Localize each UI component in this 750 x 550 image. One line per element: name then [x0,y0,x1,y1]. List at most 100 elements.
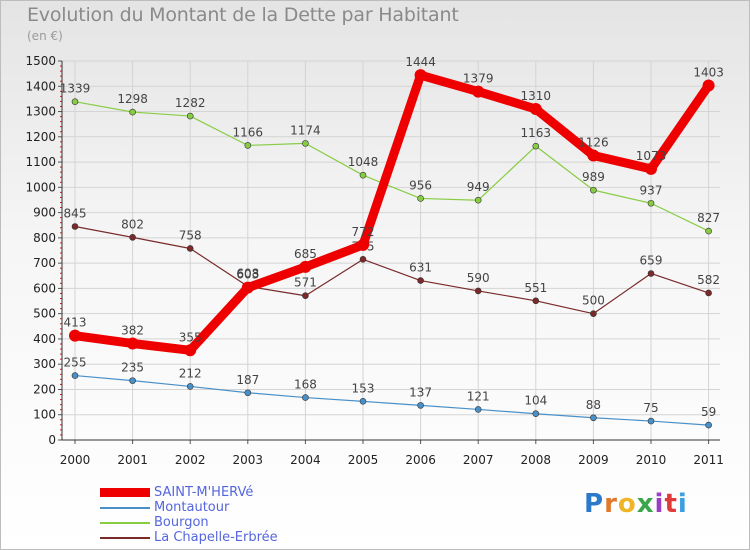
data-label: 121 [467,389,490,403]
data-label: 845 [64,206,87,220]
data-label: 104 [524,394,547,408]
data-label: 168 [294,378,317,392]
data-label: 608 [236,266,259,280]
legend-swatch [100,506,150,509]
y-minor-tick [60,399,62,401]
y-tick-label: 200 [33,382,56,396]
data-point [587,149,600,162]
data-point [241,281,254,294]
data-label: 187 [236,373,259,387]
series-line [74,374,710,426]
data-label: 1310 [521,89,552,103]
x-tick-label: 2005 [348,453,379,467]
y-minor-tick [60,75,62,77]
y-tick-label: 1000 [25,180,56,194]
data-point [359,398,367,405]
y-minor-tick [60,434,62,436]
y-minor-tick [60,429,62,431]
legend-item: La Chapelle-Erbrée [100,530,278,545]
data-point [532,142,540,150]
data-point [417,277,424,284]
data-point [302,140,309,147]
x-tick-label: 2011 [693,453,724,467]
data-label: 255 [64,356,87,370]
x-tick-label: 2002 [175,453,206,467]
data-label: 989 [582,170,605,184]
data-label: 1444 [405,55,436,69]
legend-item: SAINT-M'HERVé [100,485,278,500]
data-point [129,234,136,241]
data-point [186,112,194,120]
data-label: 603 [236,268,259,282]
y-minor-tick [60,121,62,123]
data-point [302,394,309,401]
legend-label: Bourgon [154,515,209,530]
data-label: 1282 [175,96,206,110]
y-tick-label: 1200 [25,130,56,144]
logo-letter: x [636,489,655,519]
y-minor-tick [60,171,62,173]
y-tick-label: 400 [33,332,56,346]
y-minor-tick [60,95,62,97]
y-minor-tick [60,90,62,92]
y-tick-label: 700 [33,256,56,270]
y-minor-tick [60,368,62,370]
data-point [129,377,136,384]
y-minor-tick [60,404,62,406]
y-tick-label: 1100 [25,155,56,169]
y-minor-tick [60,378,62,380]
y-minor-tick [60,80,62,82]
data-label: 413 [64,316,87,330]
y-minor-tick [60,166,62,168]
legend-label: La Chapelle-Erbrée [154,530,278,545]
y-tick-label: 1300 [25,105,56,119]
data-point [357,238,369,251]
y-minor-tick [60,217,62,219]
y-tick-label: 0 [48,433,56,447]
y-minor-tick [60,146,62,148]
y-tick-label: 800 [33,231,56,245]
y-tick-label: 1500 [25,54,56,68]
data-label: 1174 [290,123,321,137]
data-point [417,195,424,202]
data-point [71,223,79,230]
x-tick-label: 2007 [463,453,494,467]
logo-letter: P [584,489,605,519]
y-minor-tick [60,257,62,259]
data-point [532,297,540,305]
y-minor-tick [60,318,62,320]
legend-label: SAINT-M'HERVé [154,485,254,500]
y-minor-tick [60,308,62,310]
y-minor-tick [60,100,62,102]
y-minor-tick [60,201,62,203]
data-point [590,414,597,422]
chart-legend: SAINT-M'HERVé Montautour Bourgon La Chapell… [100,485,278,545]
x-tick-label: 2001 [117,453,148,467]
data-label: 382 [121,323,144,337]
data-label: 235 [121,361,144,375]
data-point [647,417,655,425]
data-label: 1403 [693,66,724,80]
data-point [414,69,427,82]
chart-title: Evolution du Montant de la Dette par Hab… [27,4,459,26]
y-minor-tick [60,70,62,72]
data-point [472,85,485,98]
data-label: 75 [643,401,658,415]
data-point [302,292,309,300]
y-minor-tick [60,358,62,360]
data-label: 1163 [521,126,552,140]
data-label: 212 [179,366,202,380]
data-label: 1126 [578,135,609,149]
data-label: 937 [640,183,663,197]
y-minor-tick [60,126,62,128]
data-label: 772 [352,225,375,239]
y-minor-tick [60,196,62,198]
data-point [69,329,81,342]
logo-letter: r [604,489,618,519]
y-minor-tick [60,353,62,355]
y-minor-tick [60,232,62,234]
y-minor-tick [60,348,62,350]
y-minor-tick [60,191,62,193]
